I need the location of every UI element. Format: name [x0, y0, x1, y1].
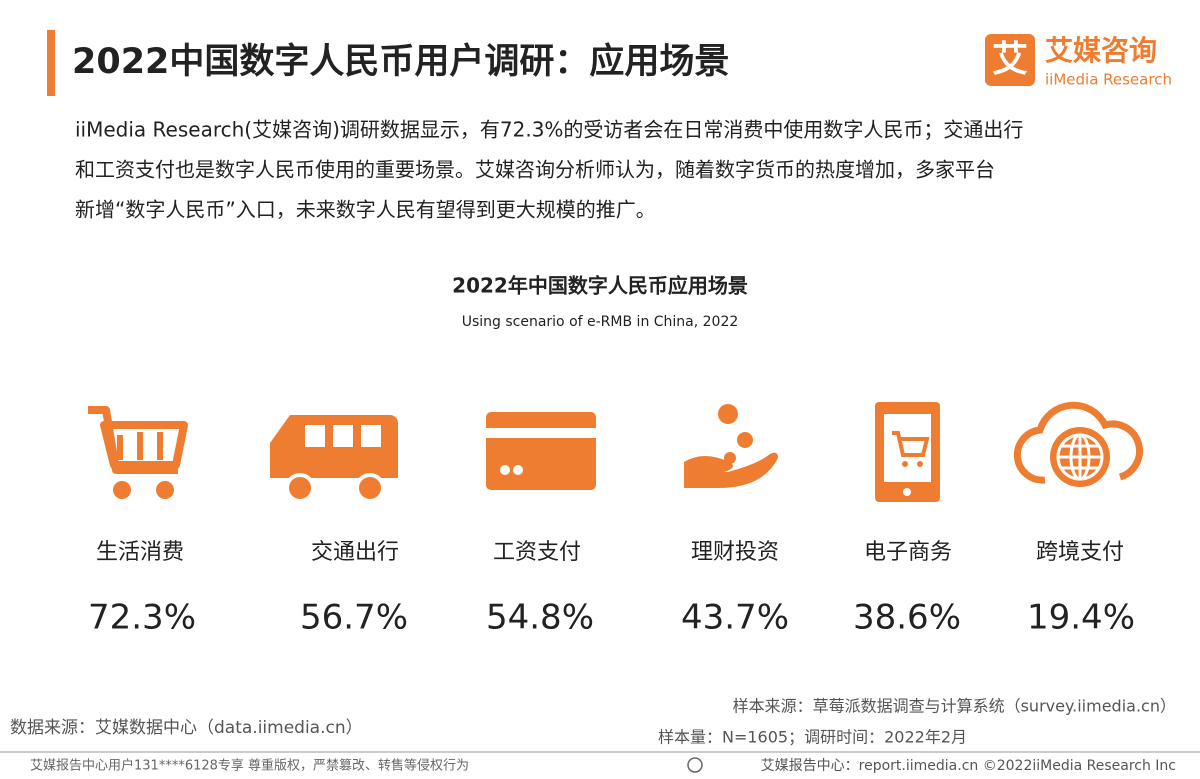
data-source: 数据来源：艾媒数据中心（data.iimedia.cn） — [10, 718, 363, 738]
copyright-notice: 艾媒报告中心用户131****6128专享 尊重版权，严禁篡改、转售等侵权行为 — [30, 758, 469, 774]
sample-source: 样本来源：草莓派数据调查与计算系统（survey.iimedia.cn） — [733, 697, 1176, 716]
phone-icon — [875, 402, 940, 502]
report-center: 艾媒报告中心：report.iimedia.cn ©2022iiMedia Re… — [761, 758, 1176, 774]
scenario-label: 跨境支付 — [1036, 540, 1124, 565]
sample-info: 样本量：N=1605；调研时间：2022年2月 — [658, 728, 967, 747]
scenario-value: 43.7% — [681, 598, 789, 638]
scenario-value: 19.4% — [1027, 598, 1135, 638]
figure-title: 2022年中国数字人民币应用场景 — [452, 274, 748, 298]
scenario-label: 生活消费 — [96, 540, 184, 565]
logo-mark — [985, 34, 1035, 86]
scenario-value: 54.8% — [486, 598, 594, 638]
cart-icon — [88, 406, 188, 499]
bus-icon — [270, 415, 398, 503]
scenario-value: 72.3% — [88, 598, 196, 638]
intro-line: 新增“数字人民币”入口，未来数字人民有望得到更大规模的推广。 — [75, 198, 656, 222]
scenario-label: 电子商务 — [864, 540, 952, 565]
scenario-value: 56.7% — [300, 598, 408, 638]
logo-cn: 艾媒咨询 — [1045, 34, 1157, 67]
scenario-label: 理财投资 — [691, 540, 779, 565]
figure-subtitle: Using scenario of e-RMB in China, 2022 — [462, 314, 739, 330]
report-icon — [687, 757, 703, 773]
logo-en: iiMedia Research — [1045, 71, 1172, 89]
intro-line: 和工资支付也是数字人民币使用的重要场景。艾媒咨询分析师认为，随着数字货币的热度增… — [75, 158, 995, 182]
scenario-value: 38.6% — [853, 598, 961, 638]
logo-mark-text: 艾 — [992, 39, 1028, 80]
page-title: 2022中国数字人民币用户调研：应用场景 — [72, 41, 729, 82]
icons — [88, 401, 1144, 503]
globe-icon — [1013, 401, 1144, 487]
intro-line: iiMedia Research(艾媒咨询)调研数据显示，有72.3%的受访者会… — [75, 118, 1023, 142]
card-icon — [486, 412, 596, 490]
scenario-label: 交通出行 — [311, 540, 399, 565]
invest-icon — [684, 404, 778, 488]
scenario-label: 工资支付 — [493, 540, 581, 565]
title-accent — [47, 30, 55, 96]
